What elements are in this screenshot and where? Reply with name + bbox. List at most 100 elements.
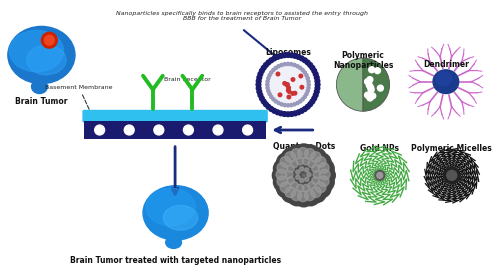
Circle shape [300, 155, 314, 169]
Circle shape [267, 77, 270, 80]
Circle shape [298, 148, 308, 158]
Circle shape [306, 105, 310, 109]
Circle shape [320, 169, 330, 180]
Ellipse shape [143, 186, 208, 240]
Circle shape [276, 153, 296, 172]
Circle shape [367, 95, 373, 101]
Circle shape [213, 125, 223, 135]
Circle shape [314, 75, 319, 80]
Circle shape [184, 125, 194, 135]
Circle shape [268, 92, 271, 96]
Circle shape [305, 92, 308, 96]
Circle shape [272, 68, 275, 72]
Circle shape [288, 158, 302, 171]
Circle shape [306, 60, 310, 65]
Circle shape [300, 85, 304, 89]
Circle shape [367, 77, 373, 83]
Circle shape [311, 169, 324, 182]
Circle shape [308, 63, 312, 67]
Circle shape [308, 102, 312, 107]
Circle shape [298, 66, 302, 69]
Circle shape [124, 125, 134, 135]
Circle shape [295, 174, 302, 182]
Circle shape [275, 55, 280, 59]
Circle shape [368, 67, 374, 73]
Circle shape [287, 95, 290, 99]
Circle shape [291, 190, 302, 200]
Circle shape [286, 53, 290, 57]
Circle shape [375, 170, 384, 180]
Circle shape [310, 175, 323, 188]
Ellipse shape [8, 27, 75, 84]
Circle shape [286, 62, 290, 65]
Ellipse shape [164, 206, 198, 230]
Circle shape [280, 157, 291, 167]
Text: Polymeric Micelles: Polymeric Micelles [412, 144, 492, 153]
Circle shape [286, 83, 289, 87]
Circle shape [276, 169, 286, 180]
Circle shape [280, 103, 283, 106]
Circle shape [276, 148, 332, 203]
Circle shape [288, 186, 307, 206]
Text: Polymeric
Nanoparticles: Polymeric Nanoparticles [333, 51, 393, 70]
Circle shape [278, 54, 283, 58]
Circle shape [302, 184, 310, 192]
Circle shape [296, 102, 299, 105]
Circle shape [308, 160, 316, 168]
Circle shape [94, 125, 104, 135]
Ellipse shape [32, 80, 48, 94]
Circle shape [296, 55, 301, 59]
Circle shape [272, 56, 276, 61]
Circle shape [286, 83, 289, 86]
Circle shape [277, 162, 287, 173]
Circle shape [272, 98, 275, 101]
Circle shape [314, 159, 334, 178]
Circle shape [300, 182, 314, 196]
Circle shape [258, 93, 262, 98]
Circle shape [287, 177, 294, 184]
Circle shape [313, 171, 320, 178]
Circle shape [270, 71, 273, 74]
Wedge shape [363, 58, 390, 111]
Circle shape [302, 58, 307, 63]
Circle shape [294, 144, 314, 163]
Circle shape [304, 177, 309, 181]
Circle shape [280, 63, 283, 66]
Circle shape [269, 107, 274, 111]
Text: Basement Membrane: Basement Membrane [45, 85, 112, 126]
Circle shape [377, 172, 382, 178]
Text: Brain Tumor treated with targeted nanoparticles: Brain Tumor treated with targeted nanopa… [70, 256, 281, 265]
Circle shape [303, 95, 306, 98]
Circle shape [289, 53, 294, 58]
Ellipse shape [166, 237, 182, 248]
Circle shape [314, 89, 319, 94]
Circle shape [290, 182, 298, 189]
Circle shape [306, 77, 310, 80]
Circle shape [296, 110, 301, 115]
Circle shape [286, 104, 290, 107]
Circle shape [294, 187, 314, 207]
Circle shape [290, 63, 293, 66]
Circle shape [288, 90, 291, 93]
Circle shape [293, 63, 296, 66]
Circle shape [256, 86, 261, 91]
Circle shape [306, 158, 319, 171]
Circle shape [366, 82, 372, 88]
Circle shape [296, 157, 304, 165]
Circle shape [447, 170, 456, 180]
Circle shape [318, 162, 329, 173]
Circle shape [282, 112, 287, 116]
FancyBboxPatch shape [82, 110, 268, 122]
Circle shape [310, 65, 315, 70]
Circle shape [290, 160, 298, 168]
Circle shape [305, 74, 308, 77]
Circle shape [277, 176, 287, 187]
Circle shape [285, 187, 296, 198]
Circle shape [272, 109, 276, 113]
Circle shape [42, 32, 57, 48]
Bar [84, 121, 266, 139]
Circle shape [318, 176, 329, 187]
Text: Liposomes: Liposomes [265, 48, 311, 57]
Circle shape [258, 54, 318, 115]
Circle shape [287, 86, 290, 90]
